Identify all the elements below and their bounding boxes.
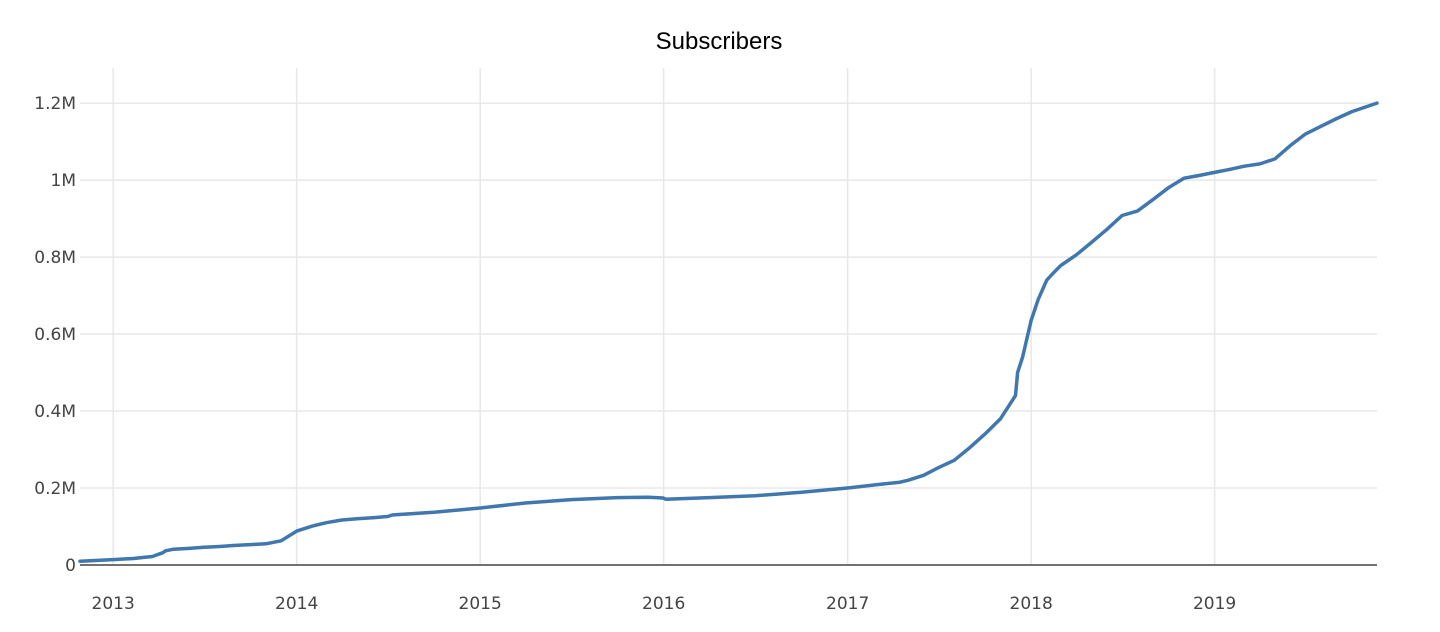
x-tick-label: 2014 bbox=[275, 594, 318, 614]
grid-lines bbox=[80, 68, 1377, 566]
series-line bbox=[78, 101, 1379, 563]
y-tick-label: 0.6M bbox=[34, 325, 76, 345]
x-tick-label: 2017 bbox=[826, 594, 869, 614]
chart-title: Subscribers bbox=[656, 28, 783, 55]
y-tick-label: 1.2M bbox=[34, 94, 76, 114]
y-tick-label: 0.8M bbox=[34, 248, 76, 268]
y-tick-label: 0.2M bbox=[34, 479, 76, 499]
axis-ticks: 2013 2014 2015 2016 2017 2018 2019 0 0.2M 0.4M 0.6… bbox=[34, 94, 1236, 614]
x-tick-label: 2019 bbox=[1193, 594, 1236, 614]
x-tick-label: 2016 bbox=[642, 594, 685, 614]
y-tick-label: 0 bbox=[65, 556, 76, 576]
y-tick-label: 1M bbox=[51, 171, 76, 191]
x-tick-label: 2013 bbox=[92, 594, 135, 614]
x-tick-label: 2018 bbox=[1010, 594, 1053, 614]
series-layer bbox=[78, 101, 1379, 563]
x-tick-label: 2015 bbox=[459, 594, 502, 614]
y-tick-label: 0.4M bbox=[34, 402, 76, 422]
